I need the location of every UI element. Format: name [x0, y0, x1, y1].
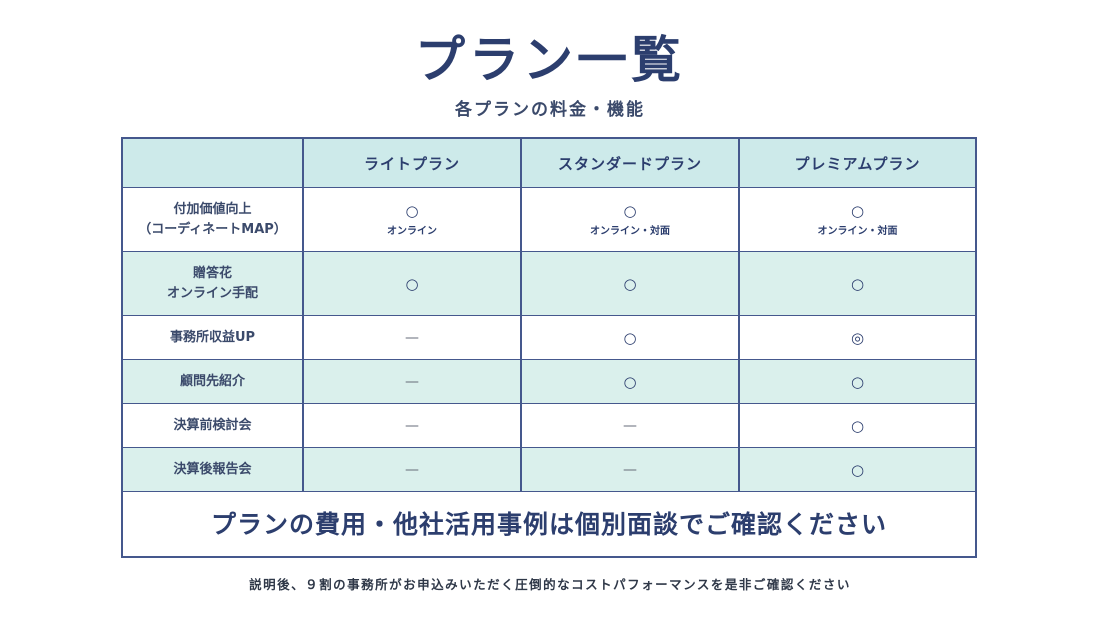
cell-premium: ○: [740, 252, 975, 315]
cell-standard: ○: [522, 316, 740, 359]
page-title: プラン一覧: [415, 31, 685, 89]
cell-premium: ○ オンライン・対面: [740, 188, 975, 251]
dash-mark: —: [405, 461, 419, 478]
row-label: 付加価値向上 （コーディネートMAP）: [123, 188, 304, 251]
cell-premium: ○: [740, 360, 975, 403]
row-label: 決算前検討会: [123, 404, 304, 447]
header-premium-plan: プレミアムプラン: [794, 154, 921, 173]
cell-standard: —: [522, 448, 740, 491]
cell-premium: ○: [740, 448, 975, 491]
cell-light: ○: [304, 252, 522, 315]
row-label-line2: オンライン手配: [166, 285, 258, 301]
header-standard-plan: スタンダードプラン: [522, 139, 740, 187]
cell-light: —: [304, 448, 522, 491]
row-label: 顧問先紹介: [123, 360, 304, 403]
dash-mark: —: [405, 373, 419, 390]
table-row: 顧問先紹介 — ○ ○: [123, 360, 975, 404]
circle-mark: ○: [405, 274, 419, 293]
cell-note: オンライン・対面: [590, 225, 670, 237]
table-header-row: ライトプラン スタンダードプラン プレミアムプラン: [123, 139, 975, 188]
cell-standard: —: [522, 404, 740, 447]
cell-standard: ○: [522, 252, 740, 315]
circle-mark: ○: [623, 328, 637, 347]
cell-note: オンライン: [387, 225, 437, 237]
row-label-line2: （コーディネートMAP）: [138, 221, 287, 237]
cell-light: —: [304, 404, 522, 447]
page-subtitle: 各プランの料金・機能: [455, 100, 645, 120]
bottom-note: 説明後、９割の事務所がお申込みいただく圧倒的なコストパフォーマンスを是非ご確認く…: [249, 577, 851, 592]
cell-standard: ○: [522, 360, 740, 403]
dash-mark: —: [405, 329, 419, 346]
table-row: 贈答花 オンライン手配 ○ ○ ○: [123, 252, 975, 316]
circle-mark: ○: [850, 274, 865, 293]
row-label: 事務所収益UP: [123, 316, 304, 359]
header-light-plan: ライトプラン: [304, 139, 522, 187]
row-label-line1: 付加価値向上: [173, 201, 252, 217]
row-label: 贈答花 オンライン手配: [123, 252, 304, 315]
table-footer-message: プランの費用・他社活用事例は個別面談でご確認ください: [123, 492, 975, 554]
table-row: 事務所収益UP — ○ ◎: [123, 316, 975, 360]
cell-light: —: [304, 316, 522, 359]
row-label: 決算後報告会: [123, 448, 304, 491]
dash-mark: —: [623, 417, 637, 434]
cell-light: ○ オンライン: [304, 188, 522, 251]
cell-standard: ○ オンライン・対面: [522, 188, 740, 251]
circle-mark: ○: [623, 372, 637, 391]
circle-mark: ○: [850, 372, 865, 391]
dash-mark: —: [405, 417, 419, 434]
header-cell-empty: [123, 139, 304, 187]
circle-mark: ○: [850, 460, 865, 479]
row-label-line1: 贈答花: [192, 265, 232, 281]
circle-mark: ○: [623, 201, 637, 220]
circle-mark: ○: [405, 201, 419, 220]
cell-premium: ◎: [740, 316, 975, 359]
table-row: 付加価値向上 （コーディネートMAP） ○ オンライン ○ オンライン・対面 ○…: [123, 188, 975, 252]
circle-mark: ○: [623, 274, 637, 293]
table-row: 決算前検討会 — — ○: [123, 404, 975, 448]
table-row: 決算後報告会 — — ○: [123, 448, 975, 492]
plan-comparison-table: ライトプラン スタンダードプラン プレミアムプラン 付加価値向上 （コーディネー…: [121, 137, 977, 558]
circle-mark: ○: [850, 416, 865, 435]
cell-note: オンライン・対面: [817, 225, 898, 237]
dash-mark: —: [623, 461, 637, 478]
circle-mark: ○: [850, 201, 865, 220]
cell-light: —: [304, 360, 522, 403]
double-circle-mark: ◎: [850, 328, 865, 347]
cell-premium: ○: [740, 404, 975, 447]
